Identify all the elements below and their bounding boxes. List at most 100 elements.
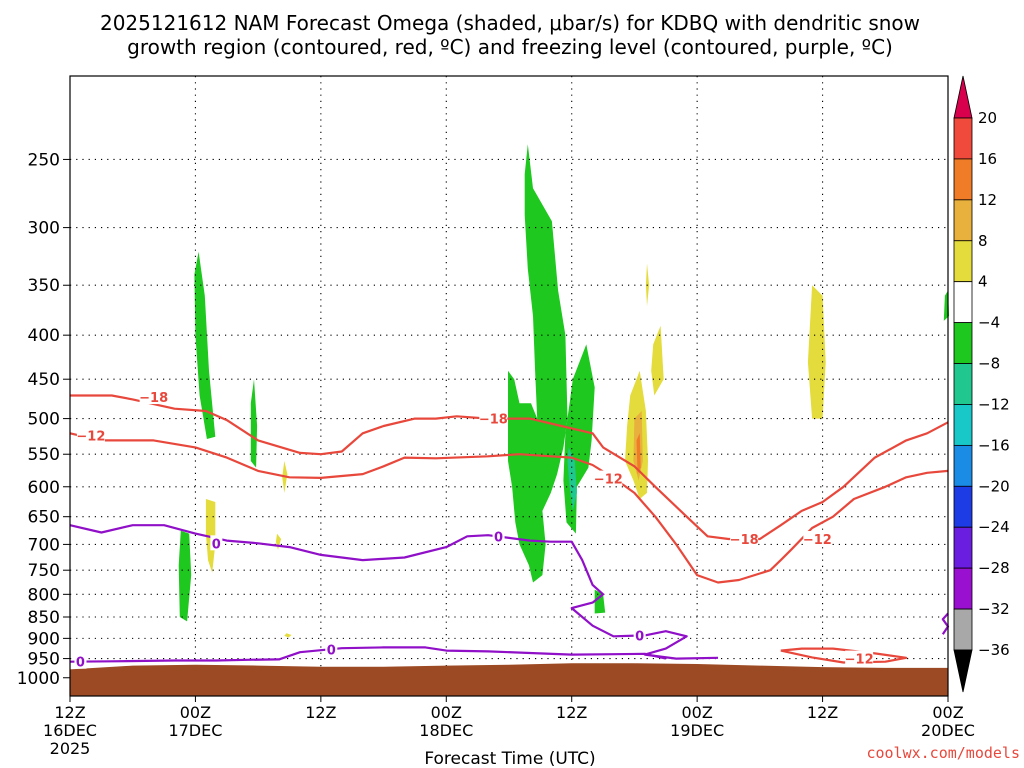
omega-region-9 [651, 325, 664, 396]
terrain-surface [70, 663, 948, 696]
colorbar-label-10: −24 [978, 518, 1010, 536]
contour-label-5: −12 [803, 533, 832, 548]
colorbar-swatch-9 [953, 444, 973, 487]
dgz-minus18-contour [70, 394, 949, 541]
freezing-level-right-contour [941, 612, 950, 635]
y-tick-label-350: 350 [28, 276, 60, 296]
colorbar-swatch-4 [953, 240, 973, 283]
contour-label-bg-8 [492, 528, 505, 544]
omega-region-15 [284, 633, 292, 638]
colorbar-label-9: −20 [978, 477, 1010, 495]
y-tick-label-300: 300 [28, 219, 60, 239]
colorbar-swatch-5 [953, 281, 973, 324]
colorbar-label-1: 16 [978, 150, 997, 168]
colorbar-swatch-2 [953, 158, 973, 201]
y-tick-label-1000: 1000 [17, 669, 60, 689]
chart-title-line2: growth region (contoured, red, ºC) and f… [127, 35, 893, 59]
colorbar-label-6: −8 [978, 355, 1000, 373]
omega-region-5 [594, 589, 606, 614]
contour-label-10: 0 [635, 629, 644, 644]
colorbar-swatch-11 [953, 526, 973, 569]
omega-region-0 [194, 251, 216, 439]
y-tick-label-450: 450 [28, 370, 60, 390]
colorbar-label-3: 8 [978, 232, 988, 250]
y-tick-label-400: 400 [28, 326, 60, 346]
x-tick-label-0-3: 2025 [50, 739, 91, 758]
x-tick-label-5-2: 19DEC [670, 721, 724, 740]
contour-label-2: −18 [479, 413, 508, 428]
y-tick-label-500: 500 [28, 410, 60, 430]
colorbar: 20 16 12 8 4 −4 −8 −12 −16 −20 −24 −28 −32 −36 [953, 75, 1010, 693]
contour-label-bg-5 [803, 531, 832, 547]
x-tick-label-7-2: 20DEC [921, 721, 975, 740]
contour-label-7: 0 [212, 537, 221, 552]
x-tick-label-0-2: 16DEC [43, 721, 97, 740]
omega-region-14 [275, 533, 282, 550]
y-tick-label-950: 950 [28, 650, 60, 670]
contour-label-bg-7 [210, 535, 223, 551]
colorbar-bottom-arrow [953, 649, 973, 693]
colorbar-swatch-1 [953, 117, 973, 160]
freezing-level-surface-contour [69, 646, 667, 663]
contour-label-bg-4 [730, 531, 759, 547]
y-tick-label-900: 900 [28, 629, 60, 649]
colorbar-swatch-7 [953, 363, 973, 405]
colorbar-label-4: 4 [978, 273, 988, 291]
contour-label-bg-2 [479, 410, 508, 426]
y-tick-label-750: 750 [28, 561, 60, 581]
colorbar-top-arrow [953, 75, 973, 119]
omega-region-4 [563, 344, 595, 534]
colorbar-label-7: −12 [978, 395, 1010, 413]
omega-region-1 [250, 379, 258, 468]
x-tick-label-2-1: 12Z [305, 703, 336, 722]
omega-region-3 [508, 144, 568, 583]
colorbar-swatch-13 [953, 608, 973, 651]
omega-region-2 [178, 530, 192, 622]
contour-labels: −18 −12 −18 −12 −18 −12 −12 0 0 0 0 0 [74, 389, 874, 671]
dgz-minus12-small-contour [780, 647, 908, 664]
contour-label-3: −12 [594, 473, 623, 488]
dgz-minus12-contour [69, 432, 949, 584]
contour-label-bg-11 [74, 653, 87, 669]
credit-text: coolwx.com/models [866, 744, 1020, 762]
omega-region-10 [807, 285, 826, 419]
terrain-fill [70, 663, 948, 696]
colorbar-label-2: 12 [978, 191, 997, 209]
chart-title-line1: 2025121612 NAM Forecast Omega (shaded, μ… [100, 11, 920, 35]
y-tick-label-550: 550 [28, 445, 60, 465]
omega-shading [178, 144, 949, 638]
x-tick-label-5-1: 00Z [681, 703, 712, 722]
x-tick-label-3-1: 00Z [431, 703, 462, 722]
y-tick-label-650: 650 [28, 508, 60, 528]
contour-label-0: −18 [139, 391, 168, 406]
x-tick-label-3-2: 18DEC [419, 721, 473, 740]
colorbar-swatch-8 [953, 404, 973, 446]
x-tick-label-1-1: 00Z [180, 703, 211, 722]
colorbar-label-0: 20 [978, 109, 997, 127]
y-tick-label-250: 250 [28, 150, 60, 170]
omega-region-17 [636, 433, 641, 475]
colorbar-label-13: −36 [978, 641, 1010, 659]
y-tick-label-800: 800 [28, 585, 60, 605]
contour-label-bg-1 [76, 427, 105, 443]
x-tick-label-7-1: 00Z [932, 703, 963, 722]
contour-label-bg-10 [633, 627, 646, 643]
colorbar-swatch-3 [953, 199, 973, 242]
y-axis-ticks: 2503003504004505005506006507007508008509… [17, 150, 70, 689]
colorbar-label-12: −32 [978, 600, 1010, 618]
y-tick-label-700: 700 [28, 535, 60, 555]
x-axis-label: Forecast Time (UTC) [424, 749, 595, 768]
colorbar-label-11: −28 [978, 559, 1010, 577]
contour-label-4: −18 [730, 533, 759, 548]
contour-label-9: 0 [327, 643, 336, 658]
colorbar-swatch-12 [953, 567, 973, 610]
x-tick-label-6-1: 12Z [807, 703, 838, 722]
contour-label-bg-9 [325, 641, 338, 657]
contour-label-bg-3 [594, 470, 623, 486]
colorbar-swatch-10 [953, 485, 973, 528]
contour-label-1: −12 [76, 429, 105, 444]
contour-label-6: −12 [845, 653, 874, 668]
contour-label-11: 0 [76, 656, 85, 671]
